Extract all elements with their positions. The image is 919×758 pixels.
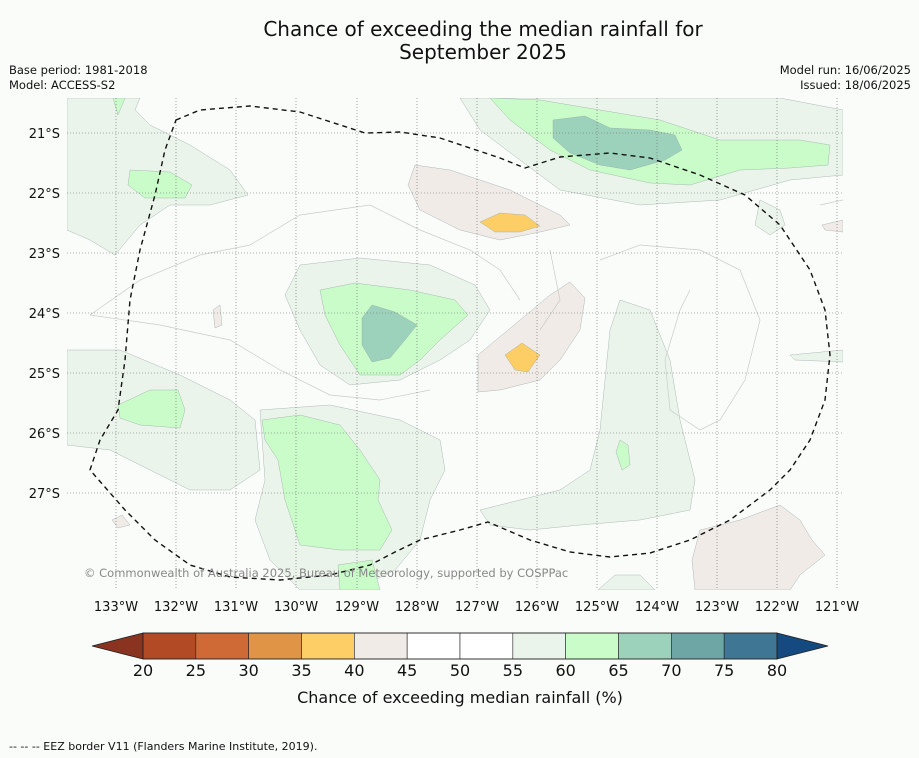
colorbar-tick-label: 60: [555, 661, 575, 680]
lat-label-25: 25°S: [29, 367, 60, 382]
colorbar-tick-label: 70: [661, 661, 681, 680]
contour-40-45-southwest-spot: [111, 514, 131, 529]
contour-60-65-south-tail: [337, 559, 381, 590]
colorbar-tick-label: 25: [186, 661, 206, 680]
meta-left: Base period: 1981-2018 Model: ACCESS-S2: [9, 63, 148, 93]
colorbar-segment-8: [565, 632, 619, 660]
lon-label-133: 133°W: [94, 600, 138, 615]
colorbar-high-extend: [776, 632, 829, 660]
contour-35-40-center: [504, 342, 541, 373]
colorbar-tick-label: 20: [133, 661, 153, 680]
colorbar-tick-label: 35: [291, 661, 311, 680]
lat-label-26: 26°S: [29, 427, 60, 442]
lon-label-129: 129°W: [335, 600, 379, 615]
lon-label-121: 121°W: [815, 600, 859, 615]
contour-65-70-central: [361, 304, 418, 363]
map-plot-area: [67, 98, 843, 590]
colorbar-segment-9: [618, 632, 672, 660]
colorbar: 20 25 30 35 40 45 50 55 60 65 70 75 80 Chance of exc…: [91, 632, 829, 707]
colorbar-tick-label: 40: [344, 661, 364, 680]
title-line-2: September 2025: [399, 40, 567, 64]
lon-label-122: 122°W: [755, 600, 799, 615]
colorbar-segment-3: [301, 632, 355, 660]
contour-60-65-top-spot: [112, 98, 126, 116]
contour-line-d: [539, 249, 561, 331]
colorbar-low-extend: [91, 632, 144, 660]
gridlines: [67, 98, 843, 590]
contour-60-65-south: [261, 414, 393, 551]
lat-label-22: 22°S: [29, 187, 60, 202]
colorbar-tick-label: 55: [503, 661, 523, 680]
lat-label-21: 21°S: [29, 127, 60, 142]
meta-right: Model run: 16/06/2025 Issued: 18/06/2025: [780, 63, 911, 93]
colorbar-segment-6: [459, 632, 514, 660]
contour-55-60-east: [479, 299, 696, 531]
colorbar-segment-10: [671, 632, 725, 660]
contour-40-45-southeast: [691, 504, 826, 590]
colorbar-segment-0: [142, 632, 197, 660]
contour-40-45-center: [477, 281, 586, 393]
contour-line-a: [89, 204, 521, 316]
colorbar-tick-label: 75: [714, 661, 734, 680]
contour-35-40-north: [479, 212, 541, 233]
colorbar-ticks: 20 25 30 35 40 45 50 55 60 65 70 75 80: [133, 661, 787, 680]
colorbar-label: Chance of exceeding median rainfall (%): [297, 688, 623, 707]
eez-legend: -- -- -- EEZ border V11 (Flanders Marine…: [9, 740, 318, 753]
contour-line-c: [599, 244, 761, 431]
model-run: Model run: 16/06/2025: [779, 63, 911, 77]
lon-label-131: 131°W: [214, 600, 258, 615]
title-line-1: Chance of exceeding the median rainfall …: [263, 17, 703, 41]
colorbar-segment-4: [354, 632, 408, 660]
eez-border: [89, 105, 831, 581]
contour-line-b: [89, 314, 431, 401]
colorbar-tick-label: 80: [767, 661, 787, 680]
contour-55-60-far-east: [754, 199, 786, 236]
contour-60-65-west: [117, 389, 186, 429]
colorbar-segment-1: [195, 632, 249, 660]
lon-label-128: 128°W: [395, 600, 439, 615]
copyright-text: © Commonwealth of Australia 2025, Bureau…: [84, 566, 568, 580]
issued-date: Issued: 18/06/2025: [800, 78, 911, 92]
colorbar-segments: [142, 632, 778, 660]
contour-65-70-north: [552, 115, 683, 171]
colorbar-frame: [142, 632, 778, 660]
contour-line-e: [819, 199, 843, 206]
lon-label-126: 126°W: [515, 600, 559, 615]
lon-label-123: 123°W: [695, 600, 739, 615]
lon-label-132: 132°W: [154, 600, 198, 615]
colorbar-tick-label: 45: [397, 661, 417, 680]
lon-label-125: 125°W: [575, 600, 619, 615]
lon-label-124: 124°W: [635, 600, 679, 615]
colorbar-segment-5: [406, 632, 461, 660]
colorbar-segment-11: [723, 632, 778, 660]
lat-label-24: 24°S: [29, 307, 60, 322]
colorbar-segment-7: [512, 632, 566, 660]
lat-label-23: 23°S: [29, 247, 60, 262]
lon-label-130: 130°W: [274, 600, 318, 615]
colorbar-segment-2: [248, 632, 302, 660]
colorbar-tick-label: 50: [450, 661, 470, 680]
map-figure: © Commonwealth of Australia 2025, Bureau…: [29, 98, 859, 707]
lat-label-27: 27°S: [29, 487, 60, 502]
model-name: Model: ACCESS-S2: [9, 78, 116, 92]
colorbar-tick-label: 30: [238, 661, 258, 680]
contour-55-60-bottom-east: [597, 574, 656, 590]
contour-60-65-east-spot: [615, 439, 631, 471]
colorbar-tick-label: 65: [608, 661, 628, 680]
lon-label-127: 127°W: [455, 600, 499, 615]
map-title: Chance of exceeding the median rainfall …: [0, 18, 919, 64]
contour-40-45-east-spot: [821, 219, 843, 233]
contour-40-45-west-spot: [212, 304, 223, 329]
base-period: Base period: 1981-2018: [9, 63, 148, 77]
